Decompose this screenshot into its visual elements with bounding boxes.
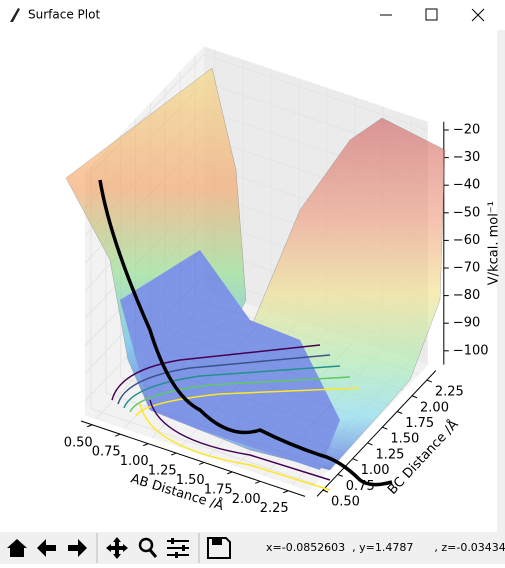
title-bar <box>0 0 505 30</box>
y-tick-label: 2.00 <box>420 400 449 415</box>
save-button[interactable] <box>207 537 231 559</box>
z-axis-label: V/kcal. mol⁻¹ <box>486 201 501 285</box>
home-button[interactable] <box>7 539 27 557</box>
save-icon-part <box>212 539 222 545</box>
x-tick-label: 2.25 <box>260 501 289 516</box>
x-tick <box>143 443 149 447</box>
y-tick <box>426 379 433 383</box>
x-axis <box>80 420 306 497</box>
zoom-handle <box>148 549 158 558</box>
y-tick <box>352 458 358 462</box>
z-tick-label: −80 <box>453 288 480 303</box>
y-tick-label: 2.25 <box>435 385 464 400</box>
grid-line <box>90 408 316 485</box>
z-tick-label: −60 <box>453 233 480 248</box>
x-tick <box>199 462 205 465</box>
x-tick-label: 1.50 <box>176 473 205 488</box>
contours <box>111 344 361 491</box>
x-tick-label: 1.00 <box>120 454 149 469</box>
x-tick-label: 2.00 <box>232 492 261 507</box>
y-axis <box>316 370 437 497</box>
trajectory <box>98 179 393 487</box>
y-tick-label: 1.50 <box>390 432 419 447</box>
z-tick-label: −50 <box>453 205 480 220</box>
close-button[interactable] <box>471 8 485 22</box>
y-tick <box>397 411 403 414</box>
x-tick-label: 0.50 <box>64 435 93 450</box>
window-edge <box>497 30 505 532</box>
y-tick <box>322 489 329 493</box>
x-tick-label: 1.75 <box>204 482 233 497</box>
z-tick-label: −20 <box>453 123 480 138</box>
z-tick-label: −70 <box>453 261 480 276</box>
y-tick <box>411 395 418 399</box>
y-tick <box>337 473 343 477</box>
z-tick-label: −100 <box>453 343 489 358</box>
x-tick <box>227 471 233 475</box>
x-tick <box>283 490 289 494</box>
y-tick-label: 0.50 <box>331 495 360 510</box>
x-tick-label: 1.25 <box>148 464 177 479</box>
y-tick <box>367 442 373 446</box>
forward-button[interactable] <box>68 539 87 557</box>
x-tick <box>115 433 121 437</box>
zoom-button[interactable] <box>138 537 154 553</box>
y-tick-label: 1.00 <box>361 463 390 478</box>
slider <box>182 545 185 551</box>
y-tick-label: 1.25 <box>375 447 404 462</box>
x-tick <box>255 480 261 484</box>
y-tick-label: 1.75 <box>405 416 434 431</box>
pan-button[interactable] <box>106 537 128 559</box>
z-tick-label: −30 <box>453 150 480 165</box>
x-tick <box>87 424 93 428</box>
slider <box>171 538 174 544</box>
z-tick-label: −40 <box>453 178 480 193</box>
y-tick <box>382 426 388 430</box>
window-title: Surface Plot <box>28 8 100 22</box>
status-text: x=-0.0852603 , y=1.4787 , z=-0.0343482 <box>266 541 505 554</box>
x-tick <box>171 452 177 456</box>
surface <box>65 67 446 471</box>
x-tick-label: 0.75 <box>92 445 121 460</box>
slider <box>175 552 178 558</box>
z-tick-label: −90 <box>453 316 480 331</box>
back-button[interactable] <box>37 539 56 557</box>
maximize-button[interactable] <box>425 8 438 21</box>
app-icon <box>10 8 20 22</box>
